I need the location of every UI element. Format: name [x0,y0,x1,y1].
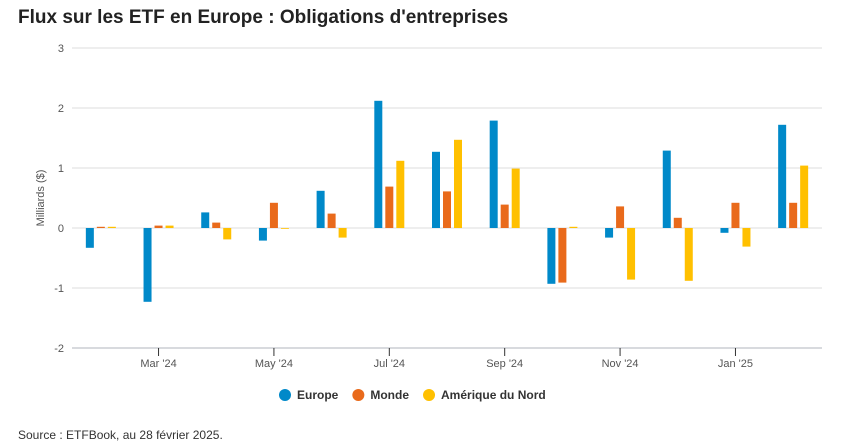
legend-marker [423,389,436,401]
legend-marker [352,389,365,401]
y-tick-label: 0 [58,223,64,235]
bar-monde [731,202,740,228]
bar-monde [154,225,163,228]
bar-monde [500,204,509,228]
bar-am-rique-du-nord [338,228,347,238]
bar-europe [432,151,440,228]
bar-am-rique-du-nord [742,228,751,247]
bar-am-rique-du-nord [800,165,809,228]
x-tick-label: Nov '24 [602,358,639,370]
bar-am-rique-du-nord [684,228,693,281]
bar-monde [673,217,682,228]
bar-europe [374,100,383,228]
x-tick-label: Jan '25 [718,358,753,370]
bar-monde [212,222,221,228]
bar-europe [143,228,152,302]
x-tick-label: May '24 [255,358,293,370]
y-tick-label: 1 [58,163,64,175]
bar-europe [316,190,325,228]
bar-monde [327,213,336,228]
bar-am-rique-du-nord [511,168,520,228]
legend-item: Europe [297,388,339,402]
bar-monde [789,202,798,228]
bar-europe [85,228,94,248]
bar-europe [547,228,556,284]
y-tick-label: 3 [58,43,64,55]
bar-europe [489,120,498,228]
legend-item: Amérique du Nord [441,388,546,402]
bar-europe [720,228,729,233]
bar-am-rique-du-nord [627,228,636,280]
y-tick-label: -2 [54,343,64,355]
legend-item: Monde [370,388,409,402]
chart-title: Flux sur les ETF en Europe : Obligations… [18,7,509,28]
bar-am-rique-du-nord [107,226,116,228]
bar-am-rique-du-nord [396,160,405,228]
bar-am-rique-du-nord [223,228,232,240]
bar-am-rique-du-nord [454,139,462,228]
bar-monde [616,206,625,228]
x-tick-label: Jul '24 [374,358,405,370]
bar-monde [269,202,278,228]
y-tick-label: 2 [58,103,64,115]
bar-europe [662,150,671,228]
bar-monde [558,228,567,283]
bar-europe [605,228,614,238]
legend-marker [279,389,291,401]
x-tick-label: Sep '24 [486,358,523,370]
x-tick-label: Mar '24 [140,358,176,370]
bar-monde [385,186,394,228]
bar-europe [258,228,267,241]
bar-monde [443,191,451,228]
bar-am-rique-du-nord [280,228,289,229]
bar-am-rique-du-nord [165,225,174,228]
bar-europe [778,124,787,228]
bar-monde [96,226,105,228]
y-tick-label: -1 [54,283,64,295]
bar-am-rique-du-nord [569,226,578,228]
bar-europe [201,212,210,228]
source-note: Source : ETFBook, au 28 février 2025. [18,428,223,442]
y-axis-label: Milliards ($) [35,170,47,227]
